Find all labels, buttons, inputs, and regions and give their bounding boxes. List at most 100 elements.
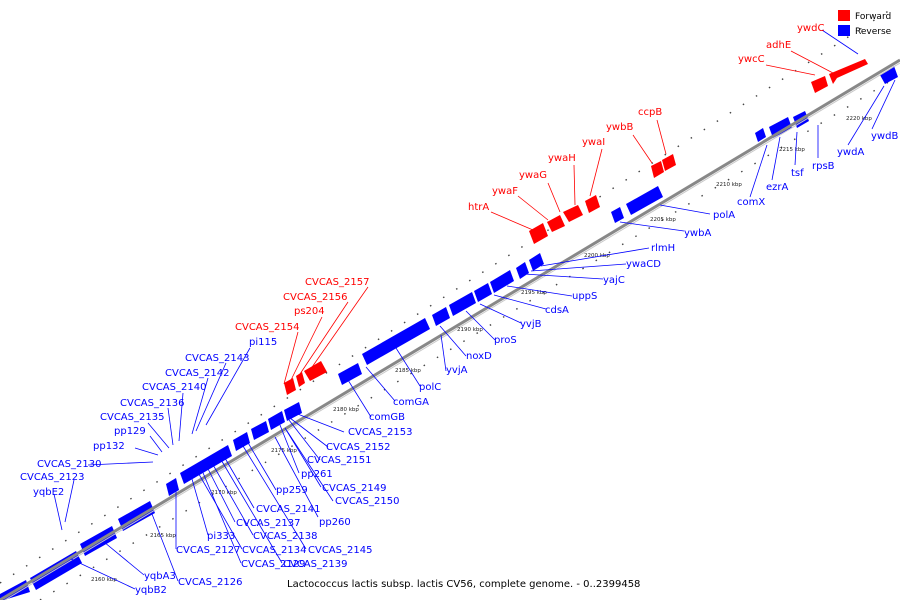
kbp-tick-label-2205: 2205 kbp bbox=[650, 217, 676, 223]
gene-ywaCD[interactable] bbox=[516, 262, 529, 279]
gene-label-CVCAS_2127: CVCAS_2127 bbox=[176, 545, 240, 556]
gene-comX[interactable] bbox=[755, 128, 766, 142]
gene-label-yvjB: yvjB bbox=[520, 319, 542, 330]
gene-label-ccpB: ccpB bbox=[638, 107, 662, 118]
gene-label-CVCAS_2130: CVCAS_2130 bbox=[37, 459, 101, 470]
gene-label-pi333: pi333 bbox=[207, 531, 235, 542]
gene-ywaH[interactable] bbox=[563, 205, 583, 222]
gene-label-htrA: htrA bbox=[468, 202, 489, 213]
gene-label-pp261: pp261 bbox=[301, 469, 333, 480]
gene-label-ywaF: ywaF bbox=[492, 186, 518, 197]
gene-label-adhE: adhE bbox=[766, 40, 791, 51]
gene-label-CVCAS_2138: CVCAS_2138 bbox=[253, 531, 317, 542]
gene-label-CVCAS_2142: CVCAS_2142 bbox=[165, 368, 229, 379]
gene-label-CVCAS_2143: CVCAS_2143 bbox=[185, 353, 249, 364]
gene-ywdB[interactable] bbox=[880, 66, 898, 84]
gene-ywbA[interactable] bbox=[611, 207, 624, 223]
gene-htrA[interactable] bbox=[529, 223, 548, 244]
gene-label-pp259: pp259 bbox=[276, 485, 308, 496]
gene-CVCAS_2157[interactable] bbox=[304, 361, 327, 381]
gene-label-yqbB2: yqbB2 bbox=[135, 585, 167, 596]
gene-ccpB[interactable] bbox=[651, 161, 664, 178]
gene-label-ps204: ps204 bbox=[294, 306, 325, 317]
gene-label-rlmH: rlmH bbox=[651, 243, 675, 254]
gene-label-ezrA: ezrA bbox=[766, 182, 789, 193]
gene-ywaI[interactable] bbox=[585, 195, 600, 213]
kbp-tick-label-2175: 2175 kbp bbox=[271, 448, 297, 454]
gene-label-CVCAS_2137: CVCAS_2137 bbox=[236, 518, 300, 529]
kbp-scale: 2160 kbp 2165 kbp 2170 kbp 2175 kbp 2180 kbp… bbox=[91, 116, 872, 583]
kbp-tick-label-2215: 2215 kbp bbox=[779, 147, 805, 153]
callout-lines bbox=[53, 29, 896, 590]
gene-label-proS: proS bbox=[494, 335, 517, 346]
genome-backbone-shadow bbox=[4, 62, 900, 600]
gene-label-ywdB: ywdB bbox=[871, 131, 898, 142]
kbp-tick-label-2185: 2185 kbp bbox=[395, 368, 421, 374]
gene-CVCAS_2151[interactable] bbox=[251, 421, 269, 440]
kbp-tick-label-2165: 2165 kbp bbox=[150, 533, 176, 539]
kbp-tick-label-2180: 2180 kbp bbox=[333, 407, 359, 413]
gene-adhE[interactable] bbox=[811, 76, 828, 93]
gene-label-CVCAS_2153: CVCAS_2153 bbox=[348, 427, 412, 438]
gene-label-CVCAS_2151: CVCAS_2151 bbox=[307, 455, 371, 466]
gene-label-comGA: comGA bbox=[393, 397, 429, 408]
gene-rlmH[interactable] bbox=[529, 253, 544, 271]
gene-label-ywcC: ywcC bbox=[738, 54, 765, 65]
gene-label-ywdA: ywdA bbox=[837, 147, 864, 158]
gene-label-uppS: uppS bbox=[572, 291, 597, 302]
gene-label-CVCAS_2141: CVCAS_2141 bbox=[256, 504, 320, 515]
gene-yvjB[interactable] bbox=[432, 307, 450, 326]
gene-cdsA[interactable] bbox=[474, 283, 492, 302]
gene-label-ywbB: ywbB bbox=[606, 122, 633, 133]
gene-label-noxD: noxD bbox=[466, 351, 492, 362]
gene-label-tsf: tsf bbox=[791, 168, 804, 179]
legend-reverse-swatch bbox=[838, 25, 850, 36]
gene-label-CVCAS_2135: CVCAS_2135 bbox=[100, 412, 164, 423]
gene-label-rpsB: rpsB bbox=[812, 161, 835, 172]
gene-comGA[interactable] bbox=[338, 363, 362, 385]
legend-reverse-label: Reverse bbox=[855, 27, 892, 37]
gene-label-ywaG: ywaG bbox=[519, 170, 547, 181]
gene-label-CVCAS_2134: CVCAS_2134 bbox=[242, 545, 306, 556]
gene-label-yajC: yajC bbox=[603, 275, 625, 286]
gene-label-yvjA: yvjA bbox=[446, 365, 468, 376]
gene-label-ywaI: ywaI bbox=[582, 137, 605, 148]
gene-CVCAS_2153[interactable] bbox=[284, 402, 302, 421]
gene-proS[interactable] bbox=[449, 292, 476, 316]
gene-label-CVCAS_2156: CVCAS_2156 bbox=[283, 292, 347, 303]
gene-label-ywdC: ywdC bbox=[797, 23, 824, 34]
gene-label-CVCAS_2152: CVCAS_2152 bbox=[326, 442, 390, 453]
gene-label-yqbE2: yqbE2 bbox=[33, 487, 64, 498]
gene-ywdC[interactable] bbox=[829, 59, 868, 84]
outer-dotted-track bbox=[0, 9, 891, 584]
gene-label-CVCAS_2123: CVCAS_2123 bbox=[20, 472, 84, 483]
gene-tsf[interactable] bbox=[769, 117, 792, 138]
gene-label-CVCAS_2126: CVCAS_2126 bbox=[178, 577, 242, 588]
gene-CVCAS_2145[interactable] bbox=[233, 432, 250, 451]
gene-label-CVCAS_2157: CVCAS_2157 bbox=[305, 277, 369, 288]
gene-label-polA: polA bbox=[713, 210, 735, 221]
gene-label-CVCAS_2150: CVCAS_2150 bbox=[335, 496, 399, 507]
gene-label-yqbA3: yqbA3 bbox=[144, 571, 176, 582]
gene-yqbB2[interactable] bbox=[30, 551, 82, 590]
gene-polA[interactable] bbox=[626, 186, 663, 215]
kbp-tick-label-2200: 2200 kbp bbox=[584, 253, 610, 259]
gene-CVCAS_2156[interactable] bbox=[296, 372, 305, 387]
gene-CVCAS_2154[interactable] bbox=[284, 378, 296, 395]
legend-forward-swatch bbox=[838, 10, 850, 21]
gene-label-CVCAS_2145: CVCAS_2145 bbox=[308, 545, 372, 556]
gene-CVCAS_2152[interactable] bbox=[268, 411, 285, 430]
gene-ywaG[interactable] bbox=[547, 215, 565, 232]
inner-dotted-track bbox=[39, 74, 900, 600]
gene-ywbB[interactable] bbox=[662, 154, 676, 171]
gene-label-ywaH: ywaH bbox=[548, 153, 576, 164]
gene-label-CVCAS_2129: CVCAS_2129 bbox=[241, 559, 305, 570]
gene-label-pp129: pp129 bbox=[114, 426, 146, 437]
gene-uppS[interactable] bbox=[490, 270, 514, 293]
kbp-tick-label-2220: 2220 kbp bbox=[846, 116, 872, 122]
gene-label-CVCAS_2140: CVCAS_2140 bbox=[142, 382, 206, 393]
gene-label-CVCAS_2136: CVCAS_2136 bbox=[120, 398, 184, 409]
gene-polC[interactable] bbox=[362, 318, 430, 365]
legend: Forward Reverse bbox=[838, 10, 892, 37]
